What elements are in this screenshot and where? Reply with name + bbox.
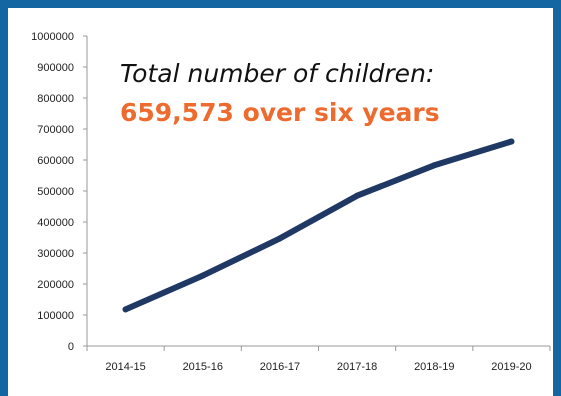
data-point (122, 306, 129, 313)
x-tick-label: 2015-16 (183, 361, 223, 373)
data-point (508, 138, 515, 145)
y-tick-label: 500000 (37, 186, 74, 198)
y-tick-label: 900000 (37, 62, 74, 74)
series-line (122, 138, 515, 313)
data-point (199, 272, 206, 279)
chart-title: Total number of children: (120, 59, 434, 88)
y-tick-label: 1000000 (31, 31, 74, 43)
y-tick-label: 400000 (37, 217, 74, 229)
x-tick-label: 2018-19 (414, 361, 454, 373)
chart-subtitle: 659,573 over six years (120, 98, 440, 127)
x-tick-label: 2014-15 (105, 361, 145, 373)
tick-labels: 0 100000 200000 300000 400000 500000 600000 700… (31, 31, 551, 373)
y-tick-label: 800000 (37, 93, 74, 105)
y-tick-label: 600000 (37, 155, 74, 167)
y-tick-label: 700000 (37, 124, 74, 136)
x-tick-label: 2019-20 (491, 361, 531, 373)
y-tick-label: 200000 (37, 279, 74, 291)
x-tick-label: 2016-17 (260, 361, 300, 373)
data-point (276, 235, 283, 242)
data-point (431, 162, 438, 169)
y-tick-label: 0 (68, 341, 74, 353)
y-tick-label: 300000 (37, 248, 74, 260)
series-layer (122, 138, 515, 313)
y-tick-label: 100000 (37, 310, 74, 322)
data-point (354, 192, 361, 199)
x-tick-label: 2017-18 (337, 361, 377, 373)
chart-panel (8, 8, 553, 396)
